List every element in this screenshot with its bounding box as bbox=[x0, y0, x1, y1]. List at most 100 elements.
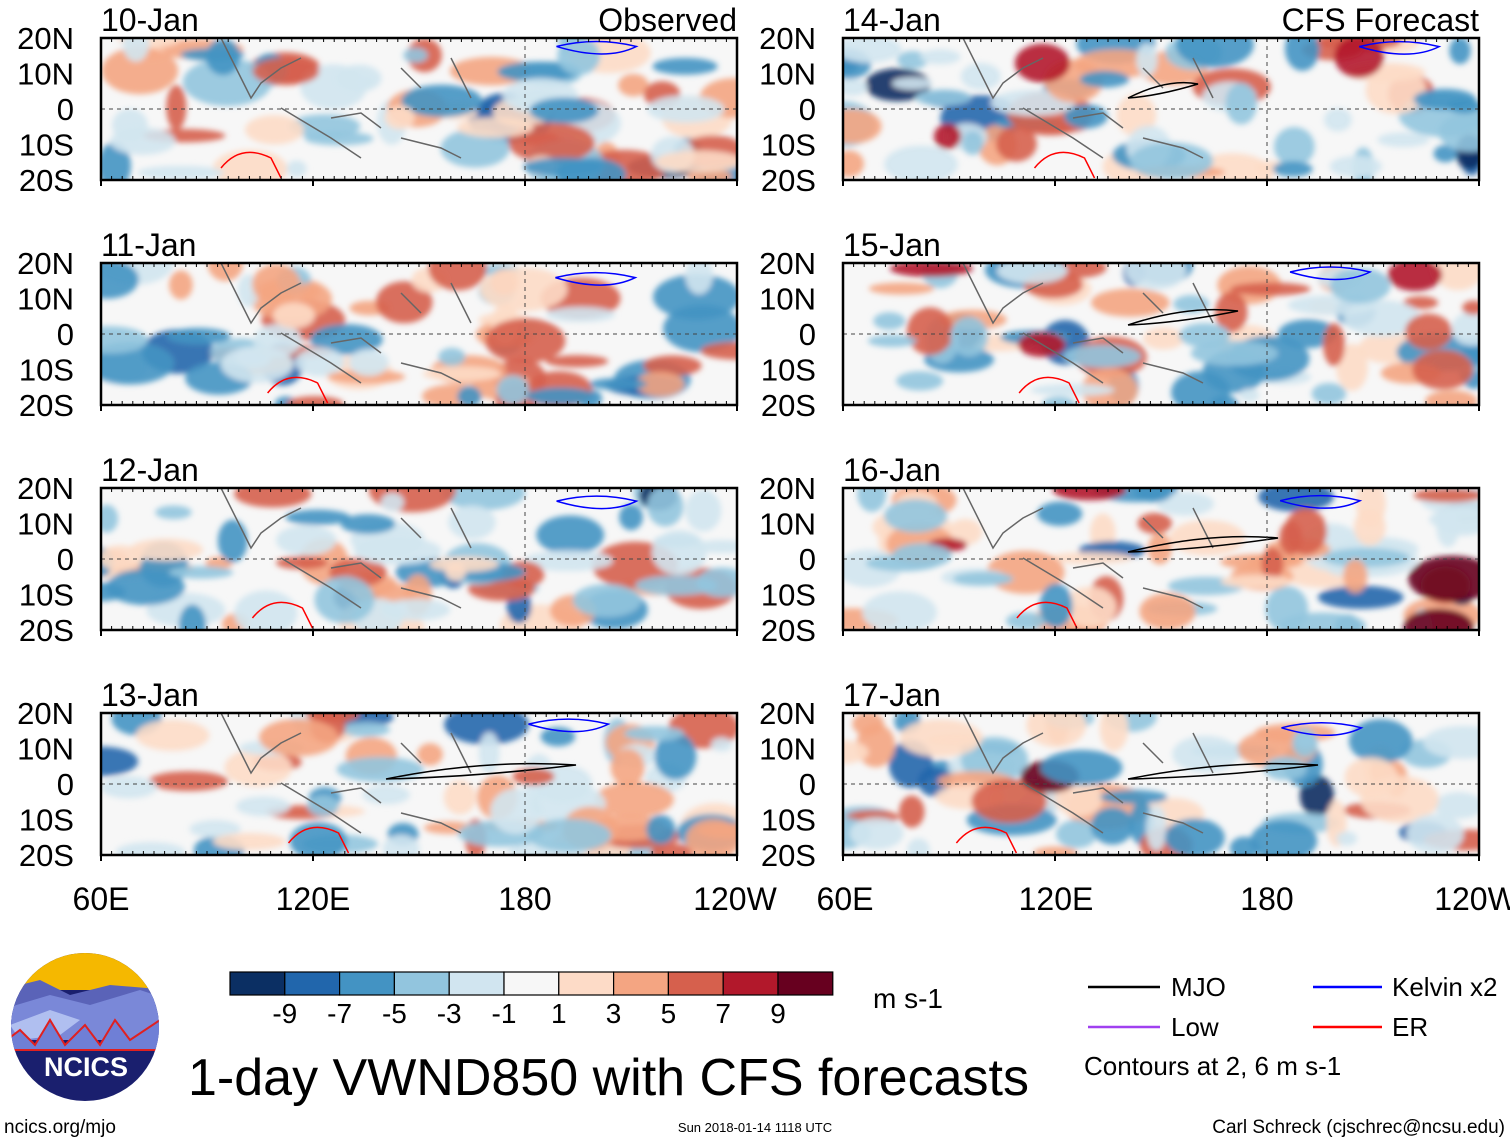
lon-label: 120W bbox=[693, 881, 777, 917]
colorbar-bin bbox=[667, 971, 724, 996]
lat-label: 0 bbox=[799, 767, 816, 802]
lat-label: 0 bbox=[799, 317, 816, 352]
kelvin-contour bbox=[528, 718, 611, 733]
wind-field bbox=[843, 38, 1479, 180]
colorbar-bin bbox=[339, 971, 396, 996]
colorbar-bin bbox=[503, 971, 560, 996]
colorbar-bin bbox=[229, 971, 286, 996]
lat-label: 10S bbox=[761, 353, 816, 388]
coastline bbox=[962, 488, 1214, 609]
panel-date: 14-Jan bbox=[843, 2, 941, 38]
lat-label: 10S bbox=[19, 803, 74, 838]
mjo-contour bbox=[1127, 535, 1279, 553]
wind-field bbox=[867, 263, 1479, 405]
er-contour bbox=[287, 826, 350, 854]
lat-label: 20N bbox=[17, 471, 74, 506]
lon-label: 60E bbox=[817, 881, 874, 917]
mjo-contour bbox=[1127, 762, 1319, 780]
mjo-contour bbox=[1127, 308, 1239, 326]
lat-label: 20N bbox=[759, 696, 816, 731]
colorbar-tick: 9 bbox=[770, 998, 786, 1029]
source-url[interactable]: ncics.org/mjo bbox=[4, 1117, 116, 1138]
wind-field bbox=[101, 488, 737, 630]
colorbar-bin bbox=[558, 971, 615, 996]
er-contour bbox=[1018, 376, 1080, 404]
coastline bbox=[220, 38, 472, 159]
logo-text: NCICS bbox=[44, 1052, 128, 1082]
lat-label: 10N bbox=[759, 732, 816, 767]
lon-axis-left: 60E 120E 180 120W bbox=[73, 881, 778, 917]
colorbar-bin bbox=[777, 971, 834, 996]
lat-label: 0 bbox=[57, 767, 74, 802]
panels: 10-Jan20N10N010S20S11-Jan20N10N010S20S12… bbox=[17, 2, 1481, 873]
lat-label: 20S bbox=[761, 388, 816, 423]
lat-label: 20S bbox=[19, 613, 74, 648]
colorbar-tick: 3 bbox=[606, 998, 622, 1029]
kelvin-contour bbox=[556, 495, 639, 510]
lat-label: 10N bbox=[17, 282, 74, 317]
lat-label: 10N bbox=[17, 732, 74, 767]
lat-label: 20S bbox=[761, 163, 816, 198]
colorbar-tick: -1 bbox=[492, 998, 517, 1029]
lat-label: 20N bbox=[17, 246, 74, 281]
lon-label: 120W bbox=[1434, 881, 1510, 917]
ncics-logo: NCICS bbox=[11, 953, 159, 1101]
colorbar-bin bbox=[722, 971, 779, 996]
lat-label: 10N bbox=[759, 507, 816, 542]
er-contour bbox=[220, 151, 282, 179]
colorbar-bin bbox=[448, 971, 505, 996]
lat-label: 0 bbox=[799, 92, 816, 127]
colorbar-bin bbox=[393, 971, 450, 996]
lat-label: 10S bbox=[19, 353, 74, 388]
legend-label: Kelvin x2 bbox=[1392, 972, 1498, 1002]
lat-label: 10N bbox=[17, 57, 74, 92]
figure-title: 1-day VWND850 with CFS forecasts bbox=[188, 1049, 1029, 1107]
timestamp: Sun 2018-01-14 1118 UTC bbox=[678, 1120, 832, 1135]
lat-label: 10N bbox=[759, 282, 816, 317]
wind-field bbox=[101, 713, 737, 855]
panel-date: 17-Jan bbox=[843, 677, 941, 713]
wind-field bbox=[843, 488, 1479, 630]
er-contour bbox=[955, 826, 1018, 854]
kelvin-contour bbox=[1281, 722, 1364, 737]
kelvin-contour bbox=[556, 40, 639, 55]
lat-label: 0 bbox=[799, 542, 816, 577]
legend-label: Low bbox=[1171, 1012, 1219, 1042]
er-contour bbox=[251, 601, 314, 629]
observed-label: Observed bbox=[598, 2, 737, 38]
kelvin-contour bbox=[1279, 494, 1363, 509]
panel-date: 10-Jan bbox=[101, 2, 199, 38]
lat-label: 10N bbox=[759, 57, 816, 92]
panel-date: 16-Jan bbox=[843, 452, 941, 488]
colorbar-bin bbox=[612, 971, 669, 996]
er-contour bbox=[267, 376, 329, 404]
lat-label: 10S bbox=[761, 578, 816, 613]
kelvin-contour bbox=[1358, 40, 1442, 55]
legend-label: MJO bbox=[1171, 972, 1226, 1002]
coastline bbox=[962, 263, 1214, 384]
wind-field bbox=[843, 713, 1479, 855]
lat-label: 20N bbox=[759, 246, 816, 281]
lon-label: 120E bbox=[1019, 881, 1094, 917]
legend-label: ER bbox=[1392, 1012, 1428, 1042]
colorbar-tick: 5 bbox=[661, 998, 677, 1029]
lat-label: 20N bbox=[17, 696, 74, 731]
colorbar: -9 -7 -5 -3 -1 1 3 5 7 9 bbox=[229, 971, 834, 1029]
colorbar-tick: -3 bbox=[437, 998, 462, 1029]
lat-label: 0 bbox=[57, 542, 74, 577]
lat-label: 0 bbox=[57, 92, 74, 127]
panel-date: 11-Jan bbox=[101, 227, 196, 263]
wind-field bbox=[101, 263, 737, 405]
mjo-contour bbox=[385, 762, 577, 780]
lat-label: 20S bbox=[19, 163, 74, 198]
coastline bbox=[962, 713, 1214, 834]
lat-label: 0 bbox=[57, 317, 74, 352]
lat-label: 20S bbox=[19, 838, 74, 873]
